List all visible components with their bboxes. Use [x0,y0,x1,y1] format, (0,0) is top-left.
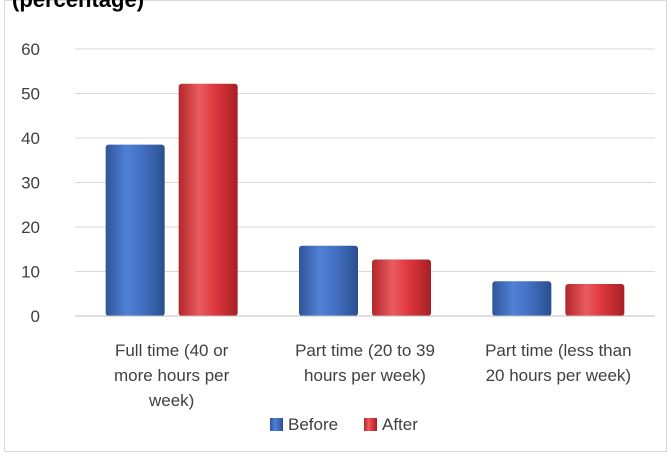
chart-title: (percentage) [12,0,144,12]
legend-swatch-before [270,418,283,431]
bar-after-1 [372,259,431,316]
x-axis: Full time (40 or more hours per week) Part … [75,315,655,410]
y-tick-label: 0 [31,307,40,326]
y-axis: 0 10 20 30 40 50 60 [21,40,40,326]
gridlines [75,48,655,272]
bars [105,83,625,317]
bar-after-2 [565,283,625,316]
legend-label: Before [288,415,338,434]
x-category-label: Full time (40 or more hours per week) [114,341,230,410]
bar-before-2 [492,281,552,316]
bar-after-0 [178,83,238,317]
x-category-label: Part time (20 to 39 hours per week) [295,341,435,385]
legend-label: After [382,415,418,434]
legend-swatch-after [364,418,377,431]
y-tick-label: 30 [21,174,40,193]
x-category-label: Part time (less than 20 hours per week) [485,341,631,385]
bar-before-0 [105,144,165,316]
y-tick-label: 40 [21,129,40,148]
y-tick-label: 50 [21,85,40,104]
y-tick-label: 20 [21,218,40,237]
y-tick-label: 60 [21,40,40,59]
y-tick-label: 10 [21,263,40,282]
bar-before-1 [299,245,358,316]
legend: Before After [270,415,418,434]
